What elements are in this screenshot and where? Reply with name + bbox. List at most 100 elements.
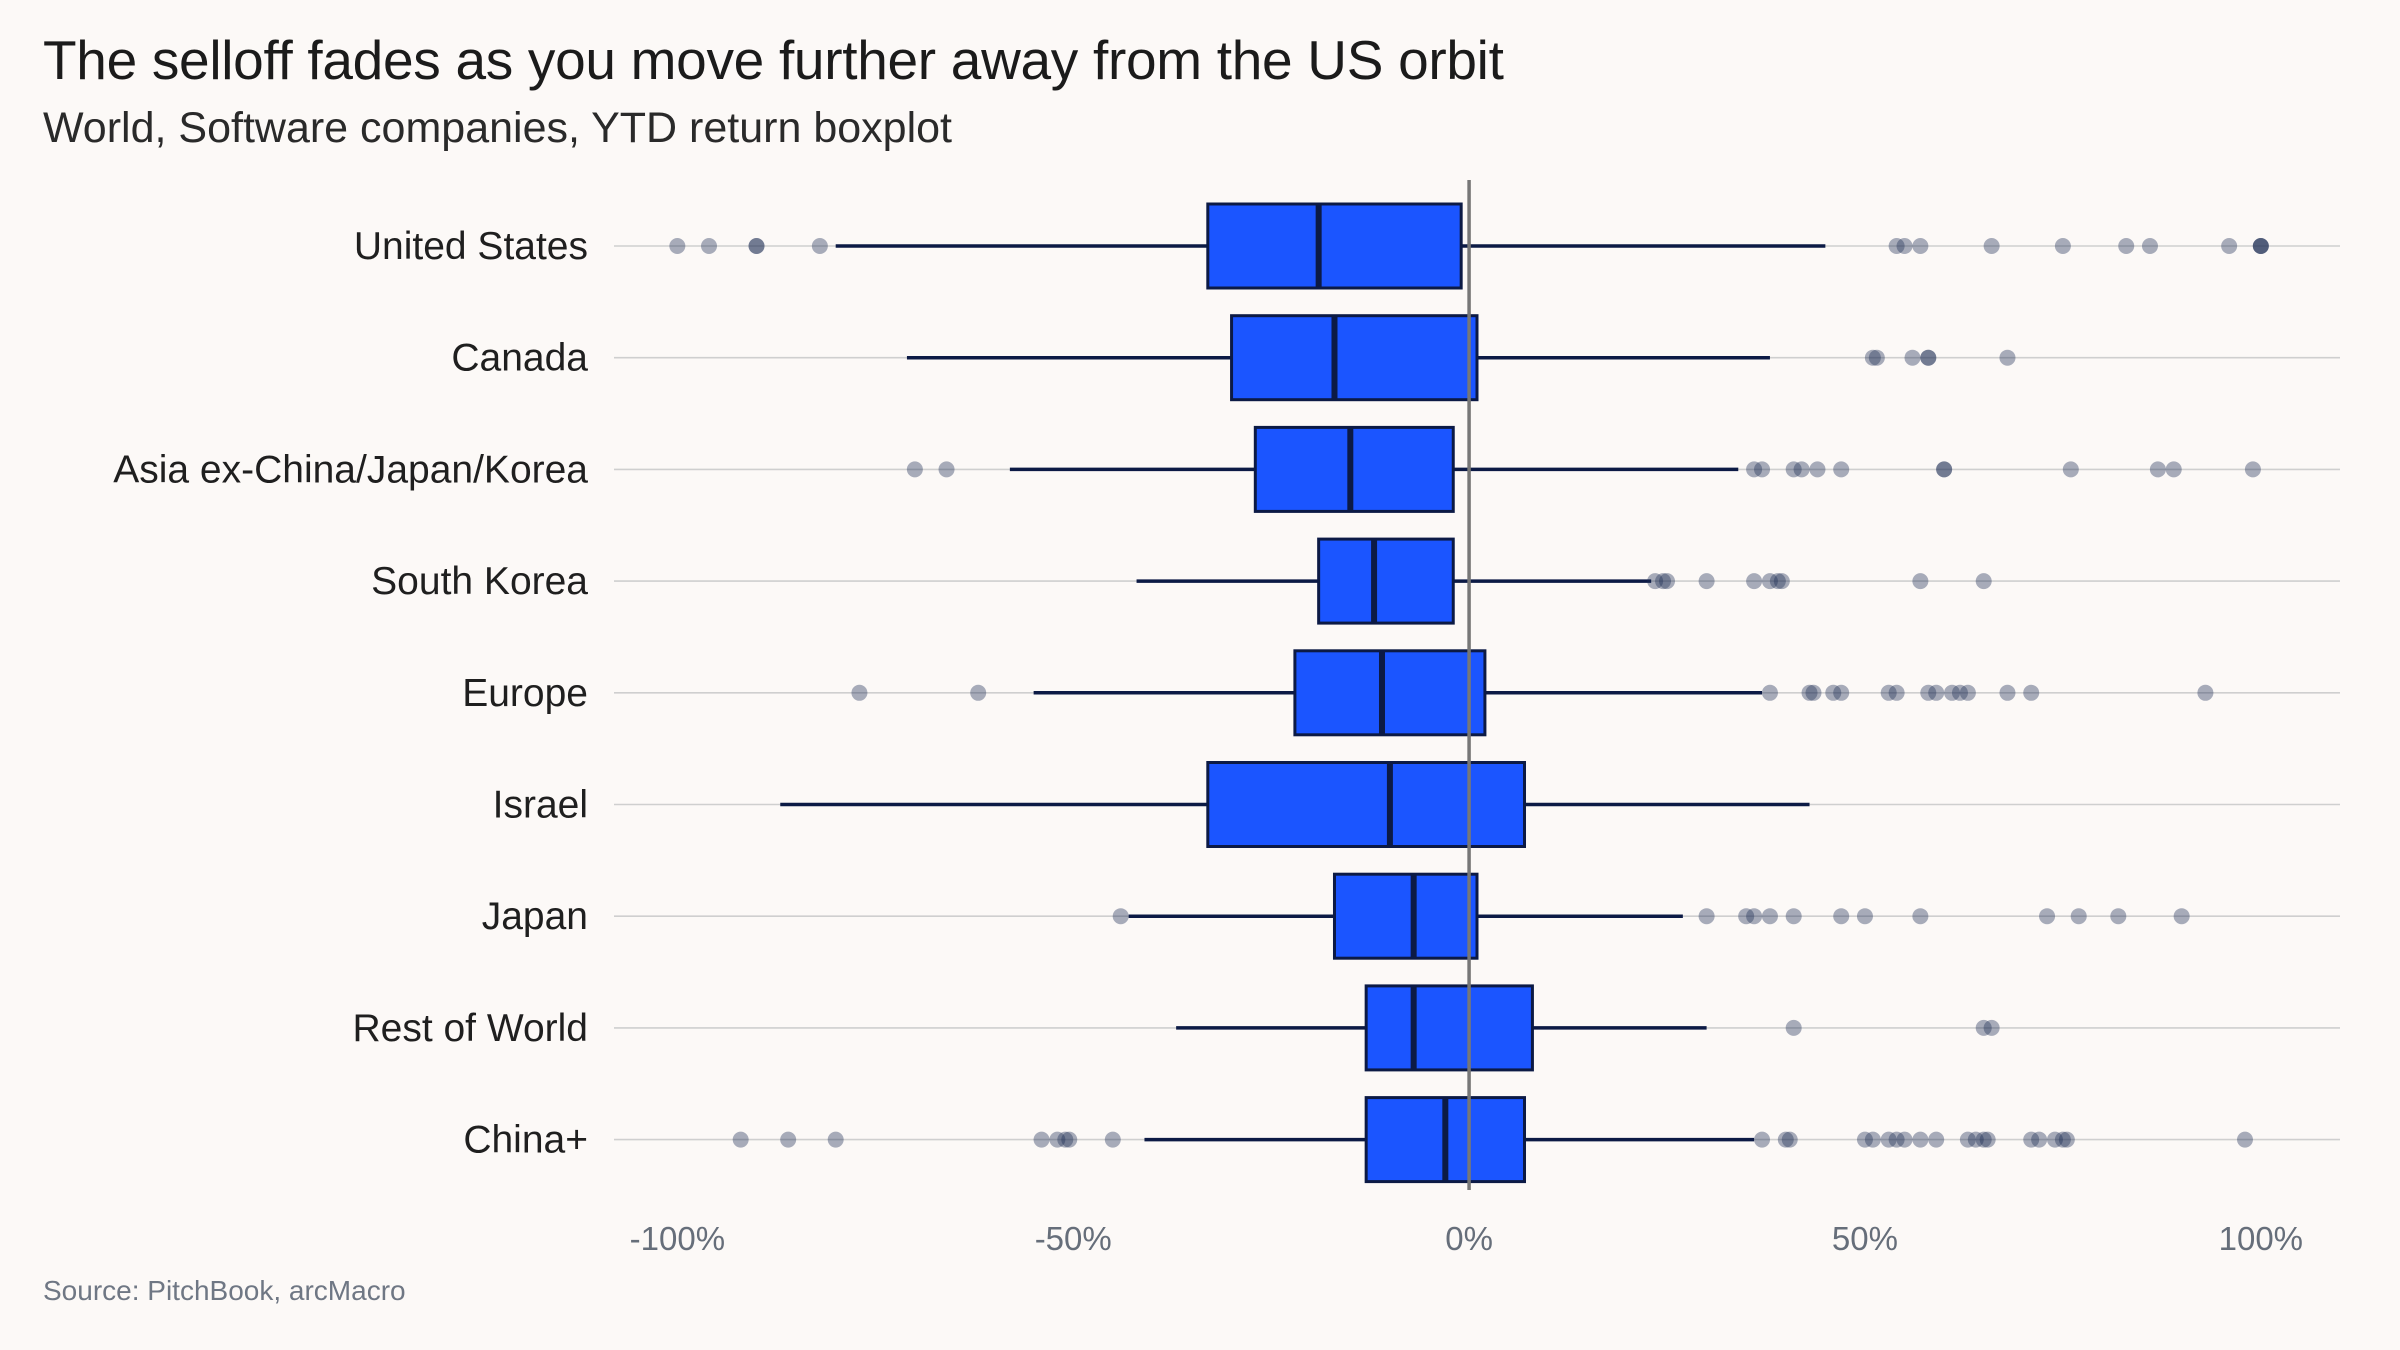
outlier-point-asia-ex-china-japan-korea — [938, 461, 955, 478]
outlier-point-asia-ex-china-japan-korea — [1809, 461, 1826, 478]
outlier-point-europe — [1761, 684, 1778, 701]
outlier-point-europe — [2023, 684, 2040, 701]
outlier-point-canada — [1999, 349, 2016, 366]
outlier-point-china — [2046, 1131, 2063, 1148]
x-tick-label: 100% — [2219, 1220, 2303, 1257]
box-canada — [1230, 314, 1479, 402]
outlier-point-rest-of-world — [1785, 1019, 1802, 1036]
outlier-point-europe — [1888, 684, 1905, 701]
box-united-states — [1206, 202, 1463, 290]
outlier-point-china — [2023, 1131, 2040, 1148]
outlier-point-japan — [1738, 908, 1755, 925]
outlier-point-south-korea — [1773, 573, 1790, 590]
outlier-point-asia-ex-china-japan-korea — [2244, 461, 2261, 478]
outlier-point-south-korea — [1746, 573, 1763, 590]
outlier-point-united-states — [748, 238, 765, 254]
outlier-point-asia-ex-china-japan-korea — [2062, 461, 2079, 478]
outlier-point-europe — [851, 684, 868, 701]
box-israel — [1206, 761, 1527, 848]
outlier-point-europe — [1951, 684, 1968, 701]
box-japan — [1332, 872, 1479, 960]
chart-subtitle: World, Software companies, YTD return bo… — [43, 104, 952, 152]
outlier-point-china — [1856, 1131, 1873, 1148]
outlier-point-china — [1959, 1131, 1976, 1148]
outlier-point-europe — [1833, 684, 1850, 701]
outlier-point-south-korea — [1975, 573, 1992, 590]
outlier-point-united-states — [2252, 238, 2269, 254]
outlier-point-japan — [2070, 908, 2087, 925]
outlier-point-china — [1777, 1131, 1794, 1148]
outlier-point-united-states — [2252, 238, 2269, 254]
outlier-point-japan — [1746, 908, 1763, 925]
outlier-point-europe — [2197, 684, 2214, 701]
outlier-point-united-states — [2141, 238, 2158, 254]
outlier-point-china — [1979, 1131, 1996, 1148]
box-south-korea — [1317, 537, 1455, 625]
outlier-point-china — [1967, 1131, 1984, 1148]
outlier-point-china — [1928, 1131, 1945, 1148]
outlier-point-china — [1864, 1131, 1881, 1148]
outlier-point-europe — [1880, 684, 1897, 701]
outlier-point-china — [827, 1131, 844, 1148]
outlier-point-europe — [1959, 684, 1976, 701]
outlier-point-china — [1061, 1131, 1078, 1148]
outlier-point-europe — [1944, 684, 1961, 701]
outlier-point-rest-of-world — [1975, 1019, 1992, 1036]
outlier-point-china — [1896, 1131, 1913, 1148]
outlier-point-china — [1033, 1131, 1050, 1148]
outlier-point-japan — [2039, 908, 2056, 925]
outlier-point-japan — [2110, 908, 2127, 925]
category-label-canada: Canada — [451, 337, 588, 380]
outlier-point-south-korea — [1647, 573, 1664, 590]
outlier-point-united-states — [1983, 238, 2000, 254]
outlier-point-europe — [1825, 684, 1842, 701]
category-label-japan: Japan — [482, 895, 588, 938]
outlier-point-europe — [1999, 684, 2016, 701]
outlier-point-china — [780, 1131, 797, 1148]
outlier-point-asia-ex-china-japan-korea — [1936, 461, 1953, 478]
outlier-point-europe — [1801, 684, 1818, 701]
category-label-rest-of-world: Rest of World — [352, 1007, 588, 1050]
outlier-point-asia-ex-china-japan-korea — [1833, 461, 1850, 478]
outlier-point-south-korea — [1655, 573, 1672, 590]
box-europe — [1293, 649, 1487, 737]
outlier-point-china — [1912, 1131, 1929, 1148]
outlier-point-asia-ex-china-japan-korea — [1936, 461, 1953, 478]
outlier-point-china — [1880, 1131, 1897, 1148]
outlier-point-asia-ex-china-japan-korea — [1754, 461, 1771, 478]
outlier-point-china — [2058, 1131, 2075, 1148]
box-asia-ex-china-japan-korea — [1253, 425, 1455, 513]
outlier-point-canada — [1868, 349, 1885, 366]
outlier-point-south-korea — [1769, 573, 1786, 590]
outlier-point-asia-ex-china-japan-korea — [906, 461, 923, 478]
x-tick-label: 0% — [1445, 1220, 1493, 1257]
x-tick-label: -50% — [1035, 1220, 1112, 1257]
outlier-point-canada — [1904, 349, 1921, 366]
category-label-asia-ex-china-japan-korea: Asia ex-China/Japan/Korea — [113, 448, 588, 491]
outlier-point-china — [1975, 1131, 1992, 1148]
outlier-point-china — [732, 1131, 749, 1148]
category-label-china: China+ — [463, 1119, 588, 1162]
outlier-point-europe — [1920, 684, 1937, 701]
outlier-point-japan — [1785, 908, 1802, 925]
chart-title: The selloff fades as you move further aw… — [43, 29, 1504, 91]
outlier-point-united-states — [811, 238, 828, 254]
outlier-point-canada — [1864, 349, 1881, 366]
outlier-point-canada — [1920, 349, 1937, 366]
outlier-point-europe — [1805, 684, 1822, 701]
outlier-point-united-states — [1896, 238, 1913, 254]
outlier-point-united-states — [1912, 238, 1929, 254]
x-tick-label: -100% — [630, 1220, 725, 1257]
category-label-israel: Israel — [493, 784, 588, 827]
outlier-point-united-states — [2252, 238, 2269, 254]
outlier-point-china — [1104, 1131, 1121, 1148]
outlier-point-south-korea — [1659, 573, 1676, 590]
outlier-point-china — [2054, 1131, 2071, 1148]
outlier-point-united-states — [669, 238, 686, 254]
category-label-europe: Europe — [462, 672, 588, 715]
outlier-point-china — [1754, 1131, 1771, 1148]
outlier-point-japan — [1112, 908, 1129, 925]
outlier-point-china — [1888, 1131, 1905, 1148]
outlier-point-south-korea — [1698, 573, 1715, 590]
outlier-point-rest-of-world — [1983, 1019, 2000, 1036]
